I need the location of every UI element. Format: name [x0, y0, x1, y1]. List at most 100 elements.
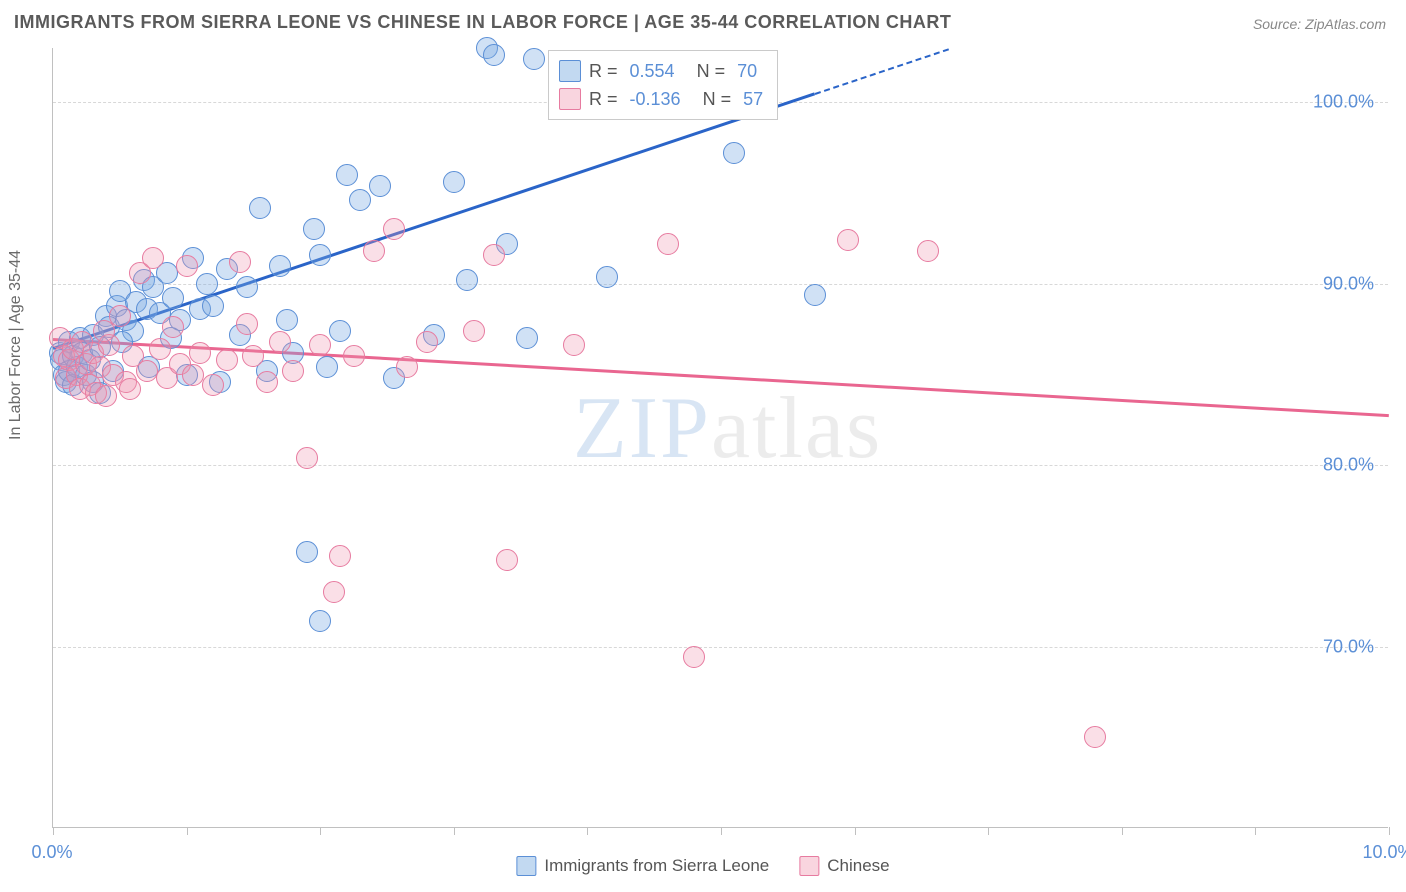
data-point	[303, 218, 325, 240]
watermark-zip: ZIP	[573, 380, 711, 477]
x-tick	[855, 827, 856, 835]
y-tick-label: 80.0%	[1323, 455, 1374, 476]
legend-row: R = 0.554 N = 70	[559, 57, 763, 85]
data-point	[343, 345, 365, 367]
legend-r-value: 0.554	[630, 61, 675, 82]
legend-swatch	[559, 60, 581, 82]
data-point	[329, 545, 351, 567]
legend-item: Immigrants from Sierra Leone	[516, 856, 769, 876]
data-point	[189, 342, 211, 364]
data-point	[282, 360, 304, 382]
legend-n-label: N =	[703, 89, 732, 110]
x-tick-label: 0.0%	[31, 842, 72, 863]
legend-swatch	[559, 88, 581, 110]
data-point	[383, 218, 405, 240]
data-point	[202, 374, 224, 396]
data-point	[323, 581, 345, 603]
data-point	[236, 313, 258, 335]
data-point	[149, 338, 171, 360]
data-point	[369, 175, 391, 197]
data-point	[242, 345, 264, 367]
x-tick	[1389, 827, 1390, 835]
data-point	[917, 240, 939, 262]
data-point	[496, 549, 518, 571]
legend-label: Immigrants from Sierra Leone	[544, 856, 769, 876]
data-point	[296, 541, 318, 563]
data-point	[329, 320, 351, 342]
x-tick	[320, 827, 321, 835]
data-point	[269, 331, 291, 353]
y-tick-label: 90.0%	[1323, 273, 1374, 294]
data-point	[296, 447, 318, 469]
data-point	[523, 48, 545, 70]
data-point	[363, 240, 385, 262]
legend-row: R = -0.136 N = 57	[559, 85, 763, 113]
legend-r-value: -0.136	[630, 89, 681, 110]
data-point	[93, 320, 115, 342]
legend-n-label: N =	[697, 61, 726, 82]
data-point	[309, 334, 331, 356]
data-point	[416, 331, 438, 353]
legend-n-value: 70	[737, 61, 757, 82]
data-point	[516, 327, 538, 349]
data-point	[176, 255, 198, 277]
data-point	[216, 349, 238, 371]
data-point	[316, 356, 338, 378]
data-point	[657, 233, 679, 255]
data-point	[336, 164, 358, 186]
legend-n-value: 57	[743, 89, 763, 110]
x-tick	[454, 827, 455, 835]
data-point	[837, 229, 859, 251]
data-point	[136, 360, 158, 382]
gridline	[53, 465, 1388, 466]
legend-item: Chinese	[799, 856, 889, 876]
x-tick	[187, 827, 188, 835]
gridline	[53, 647, 1388, 648]
data-point	[229, 251, 251, 273]
data-point	[182, 364, 204, 386]
data-point	[683, 646, 705, 668]
data-point	[256, 371, 278, 393]
data-point	[309, 610, 331, 632]
data-point	[142, 247, 164, 269]
data-point	[162, 316, 184, 338]
data-point	[804, 284, 826, 306]
data-point	[196, 273, 218, 295]
y-tick-label: 100.0%	[1313, 92, 1374, 113]
watermark-atlas: atlas	[711, 380, 882, 477]
data-point	[276, 309, 298, 331]
data-point	[202, 295, 224, 317]
x-tick	[53, 827, 54, 835]
data-point	[483, 44, 505, 66]
data-point	[349, 189, 371, 211]
data-point	[119, 378, 141, 400]
y-axis-label: In Labor Force | Age 35-44	[7, 250, 25, 440]
data-point	[269, 255, 291, 277]
data-point	[463, 320, 485, 342]
x-tick	[1255, 827, 1256, 835]
data-point	[1084, 726, 1106, 748]
data-point	[162, 287, 184, 309]
data-point	[309, 244, 331, 266]
data-point	[95, 385, 117, 407]
data-point	[596, 266, 618, 288]
x-tick	[587, 827, 588, 835]
watermark: ZIPatlas	[573, 378, 882, 479]
x-tick	[1122, 827, 1123, 835]
data-point	[456, 269, 478, 291]
data-point	[723, 142, 745, 164]
data-point	[443, 171, 465, 193]
legend-swatch	[799, 856, 819, 876]
correlation-legend: R =0.554N =70R =-0.136N =57	[548, 50, 778, 120]
x-tick	[988, 827, 989, 835]
x-tick	[721, 827, 722, 835]
x-tick-label: 10.0%	[1362, 842, 1406, 863]
regression-line	[814, 48, 948, 95]
legend-r-label: R =	[589, 89, 618, 110]
legend-swatch	[516, 856, 536, 876]
legend-r-label: R =	[589, 61, 618, 82]
data-point	[396, 356, 418, 378]
chart-title: IMMIGRANTS FROM SIERRA LEONE VS CHINESE …	[14, 12, 951, 33]
series-legend: Immigrants from Sierra Leone Chinese	[516, 856, 889, 876]
data-point	[563, 334, 585, 356]
